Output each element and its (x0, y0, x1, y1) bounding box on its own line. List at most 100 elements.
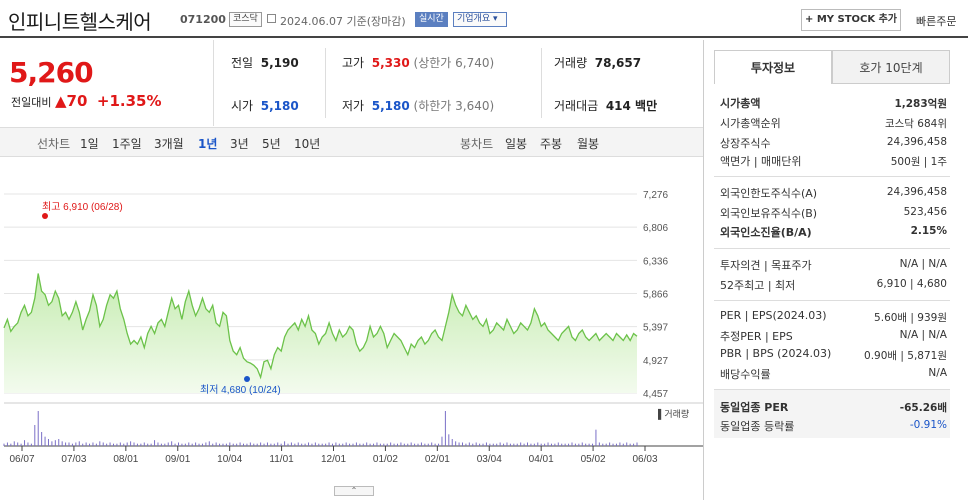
tab-invest-info[interactable]: 투자정보 (714, 50, 832, 84)
panel-divider (714, 248, 950, 249)
x-tick-label: 03/04 (477, 454, 502, 465)
panel-divider (714, 300, 950, 301)
period-5y[interactable]: 5년 (262, 137, 281, 151)
info-label: 동일업종 등락률 (720, 420, 795, 433)
x-tick-label: 11/01 (269, 454, 294, 465)
candle-chart-label: 봉차트 (460, 137, 494, 151)
quick-order-link[interactable]: 빠른주문 (916, 15, 957, 28)
chart-collapse-button[interactable]: ⌃ (334, 486, 374, 496)
period-1d[interactable]: 1일 (80, 137, 99, 151)
realtime-tag[interactable]: 실시간 (415, 12, 448, 27)
info-label: 추정PER | EPS (720, 330, 793, 343)
x-tick-label: 08/01 (113, 454, 138, 465)
info-value: 523,456 (903, 206, 947, 218)
company-info-dropdown[interactable]: 기업개요 ▾ (453, 12, 507, 27)
volume-label: 거래량 (554, 56, 588, 70)
amount-label: 거래대금 (554, 99, 599, 113)
info-value: 코스닥 684위 (884, 118, 947, 130)
mystock-add-button[interactable]: + MY STOCK 추가 (801, 9, 901, 31)
prev-value: 5,190 (260, 56, 299, 70)
info-value: 24,396,458 (886, 136, 947, 148)
high-value: 5,330 (371, 56, 410, 70)
info-label: 52주최고 | 최저 (720, 279, 796, 292)
y-tick-label: 6,806 (643, 223, 668, 234)
info-label: 상장주식수 (720, 137, 771, 150)
period-1w[interactable]: 1주일 (112, 137, 142, 151)
panel-divider (714, 389, 950, 390)
period-bar: 선차트 1일 1주일 3개월 1년 3년 5년 10년 봉차트 일봉 주봉 월봉 (0, 127, 703, 157)
open-value: 5,180 (260, 99, 299, 113)
info-value: 5.60배 | 939원 (874, 312, 947, 324)
y-tick-label: 5,866 (643, 290, 668, 301)
stock-header: 인피니트헬스케어 071200 코스닥 2024.06.07 기준(장마감) 실… (0, 0, 968, 38)
y-tick-label: 6,336 (643, 256, 668, 267)
candle-weekly[interactable]: 주봉 (540, 137, 563, 151)
y-tick-label: 4,457 (643, 389, 668, 400)
low-limit: (하한가 3,640) (413, 99, 495, 113)
x-tick-label: 09/01 (165, 454, 190, 465)
volume-value: 78,657 (594, 56, 642, 70)
panel-divider (714, 176, 950, 177)
current-price: 5,260 (9, 56, 94, 89)
period-3y[interactable]: 3년 (230, 137, 249, 151)
info-value: N/A | N/A (899, 329, 947, 341)
info-value: N/A (928, 367, 947, 379)
x-tick-label: 10/04 (217, 454, 242, 465)
info-label: 시가총액순위 (720, 117, 781, 130)
quote-low: 저가 5,180 (하한가 3,640) (342, 97, 494, 114)
x-tick-label: 01/02 (373, 454, 398, 465)
prev-label: 전일 (231, 56, 254, 70)
line-chart-label: 선차트 (37, 137, 71, 151)
x-tick-label: 05/02 (581, 454, 606, 465)
y-tick-label: 7,276 (643, 190, 668, 201)
x-tick-label: 12/01 (321, 454, 346, 465)
price-change: 전일대비 ▲70 +1.35% (11, 92, 162, 110)
y-tick-label: 4,927 (643, 356, 668, 367)
info-value: 0.90배 | 5,871원 (864, 350, 947, 362)
volume-label: ▌거래량 (658, 408, 689, 420)
info-label: 액면가 | 매매단위 (720, 155, 802, 168)
quote-amount: 거래대금 414 백만 (554, 97, 657, 114)
tab-orderbook[interactable]: 호가 10단계 (832, 50, 950, 84)
price-line (3, 273, 638, 380)
price-area (4, 273, 637, 393)
change-percent: +1.35% (96, 92, 162, 110)
amount-value: 414 백만 (605, 99, 658, 113)
info-label: PBR | BPS (2024.03) (720, 347, 832, 360)
change-label: 전일대비 (11, 96, 52, 109)
info-value: -0.91% (909, 419, 947, 431)
y-tick-label: 5,397 (643, 323, 668, 334)
chevron-down-icon: ▾ (490, 14, 498, 24)
candle-daily[interactable]: 일봉 (505, 137, 528, 151)
stock-name: 인피니트헬스케어 (8, 10, 152, 34)
info-label: 외국인소진율(B/A) (720, 226, 812, 239)
x-tick-label: 06/07 (9, 454, 34, 465)
period-1y[interactable]: 1년 (198, 137, 218, 151)
quote-prev: 전일 5,190 (231, 54, 299, 71)
open-label: 시가 (231, 99, 254, 113)
min-marker (244, 376, 250, 382)
period-10y[interactable]: 10년 (294, 137, 321, 151)
calendar-icon (267, 14, 276, 23)
company-info-label: 기업개요 (457, 14, 491, 24)
info-value: 2.15% (910, 225, 947, 237)
date-text: 2024.06.07 기준(장마감) (280, 15, 406, 28)
high-label: 고가 (342, 56, 365, 70)
info-value: 24,396,458 (886, 186, 947, 198)
low-value: 5,180 (371, 99, 410, 113)
candle-monthly[interactable]: 월봉 (577, 137, 600, 151)
sector-box (714, 390, 950, 438)
period-3m[interactable]: 3개월 (154, 137, 184, 151)
info-label: PER | EPS(2024.03) (720, 309, 827, 322)
x-tick-label: 02/01 (425, 454, 450, 465)
info-value: 6,910 | 4,680 (876, 278, 947, 290)
max-marker (42, 213, 48, 219)
price-chart[interactable]: 7,276 6,806 6,336 5,866 5,397 4,927 4,457 최고 6,… (0, 160, 703, 500)
x-tick-label: 07/03 (61, 454, 86, 465)
info-value: 1,283억원 (894, 98, 947, 110)
x-tick-label: 04/01 (529, 454, 554, 465)
info-label: 외국인보유주식수(B) (720, 207, 818, 220)
info-label: 시가총액 (720, 97, 761, 110)
max-label: 최고 6,910 (06/28) (42, 201, 123, 213)
info-value: 500원 | 1주 (890, 156, 947, 168)
